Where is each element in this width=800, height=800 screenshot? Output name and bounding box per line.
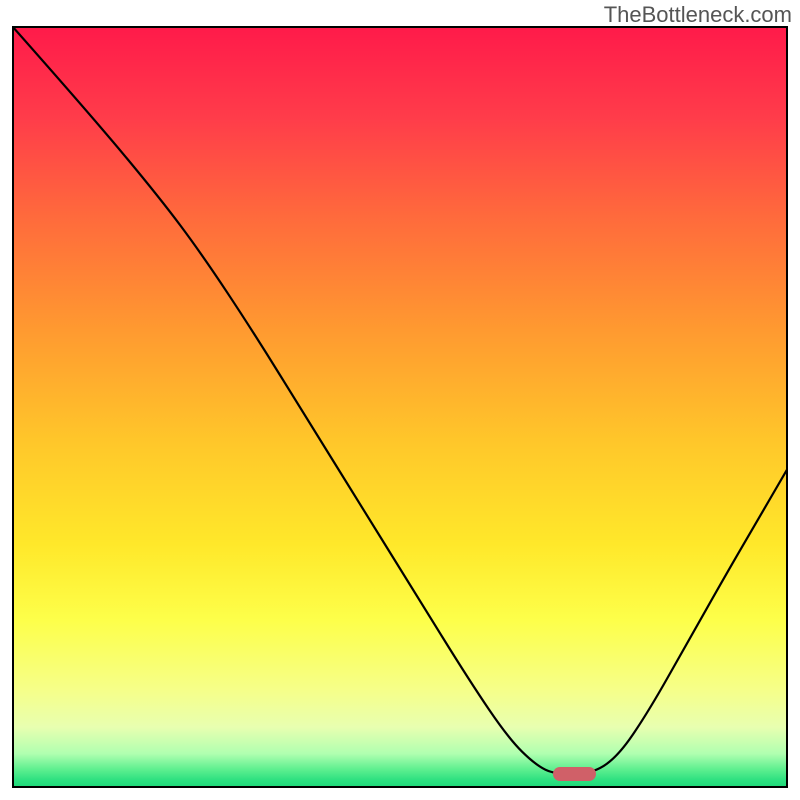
watermark-label: TheBottleneck.com xyxy=(604,2,792,28)
bottleneck-curve xyxy=(12,26,788,788)
bottleneck-chart xyxy=(12,26,788,788)
optimal-marker xyxy=(553,767,596,781)
